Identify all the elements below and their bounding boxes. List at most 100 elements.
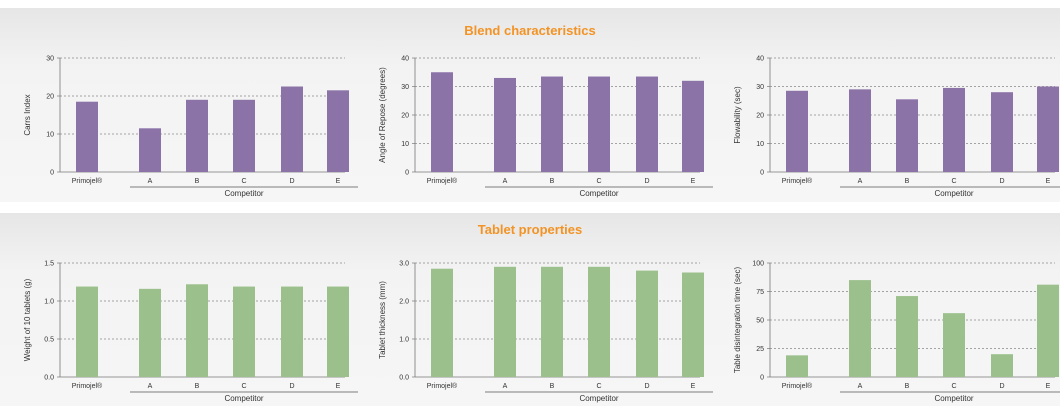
bar bbox=[186, 99, 208, 172]
y-tick-label: 0 bbox=[405, 170, 409, 177]
bar bbox=[943, 313, 965, 377]
y-tick-label: 3.0 bbox=[399, 261, 409, 268]
y-tick-label: 20 bbox=[401, 113, 409, 120]
category-label: B bbox=[550, 383, 555, 390]
bar bbox=[896, 99, 918, 172]
category-label: C bbox=[951, 383, 956, 390]
y-axis-label: Weight of 10 tablets (g) bbox=[23, 278, 32, 361]
y-tick-label: 10 bbox=[46, 132, 54, 139]
category-label: B bbox=[195, 178, 200, 185]
bar bbox=[186, 284, 208, 377]
disintegration-time-chart: 0 25 50 75 100 Primojel® A B C D E Competitor Table … bbox=[733, 261, 1060, 403]
bar bbox=[327, 90, 349, 172]
category-label: B bbox=[195, 383, 200, 390]
category-label: E bbox=[336, 178, 341, 185]
competitor-group-label: Competitor bbox=[579, 394, 618, 403]
bar bbox=[233, 99, 255, 172]
flowability-chart: 0 10 20 30 40 Primojel® A B C D E Competitor Flowabi… bbox=[733, 56, 1060, 198]
category-label: E bbox=[1046, 178, 1051, 185]
tablet-thickness-chart: 0.0 1.0 2.0 3.0 Primojel® A B C D E Competitor Tabl… bbox=[378, 261, 713, 403]
bar bbox=[991, 354, 1013, 377]
bar bbox=[682, 80, 704, 172]
category-label: D bbox=[644, 383, 649, 390]
y-tick-label: 10 bbox=[756, 141, 764, 148]
y-tick-label: 10 bbox=[401, 141, 409, 148]
bar bbox=[849, 89, 871, 172]
category-label: Primojel® bbox=[782, 382, 813, 390]
tablet-properties-title: Tablet properties bbox=[477, 222, 583, 237]
category-label: A bbox=[858, 383, 863, 390]
competitor-group-label: Competitor bbox=[579, 189, 618, 198]
y-tick-label: 40 bbox=[401, 56, 409, 63]
category-label: B bbox=[905, 383, 910, 390]
category-label: E bbox=[691, 178, 696, 185]
y-tick-label: 30 bbox=[401, 84, 409, 91]
y-tick-label: 1.0 bbox=[399, 337, 409, 344]
bar bbox=[431, 268, 453, 377]
competitor-group-label: Competitor bbox=[934, 189, 973, 198]
category-label: D bbox=[999, 178, 1004, 185]
bar bbox=[139, 128, 161, 172]
category-label: D bbox=[999, 383, 1004, 390]
bar bbox=[1037, 284, 1059, 377]
bar bbox=[431, 72, 453, 172]
bar bbox=[233, 286, 255, 377]
bar bbox=[76, 101, 98, 172]
y-tick-label: 40 bbox=[756, 56, 764, 63]
category-label: A bbox=[148, 383, 153, 390]
bar bbox=[786, 355, 808, 377]
bar bbox=[541, 266, 563, 377]
y-tick-label: 0.0 bbox=[44, 375, 54, 382]
competitor-group-label: Competitor bbox=[934, 394, 973, 403]
y-axis-label: Flowability (sec) bbox=[733, 86, 742, 144]
category-label: A bbox=[148, 178, 153, 185]
category-label: E bbox=[1046, 383, 1051, 390]
y-tick-label: 75 bbox=[756, 289, 764, 296]
category-label: B bbox=[905, 178, 910, 185]
bar bbox=[327, 286, 349, 377]
y-tick-label: 30 bbox=[756, 84, 764, 91]
blend-characteristics-title: Blend characteristics bbox=[464, 23, 596, 38]
tablet-weight-chart: 0.0 0.5 1.0 1.5 Primojel® A B C D E Competitor Weig… bbox=[23, 261, 358, 403]
bar bbox=[1037, 86, 1059, 172]
bar bbox=[541, 76, 563, 172]
blend-characteristics-panel: Blend characteristics bbox=[0, 8, 1060, 202]
bar bbox=[991, 92, 1013, 172]
category-label: C bbox=[596, 383, 601, 390]
category-label: C bbox=[241, 383, 246, 390]
bar bbox=[494, 77, 516, 172]
bar bbox=[281, 86, 303, 172]
category-label: Primojel® bbox=[427, 177, 458, 185]
y-tick-label: 0.0 bbox=[399, 375, 409, 382]
bar bbox=[588, 76, 610, 172]
competitor-group-label: Competitor bbox=[224, 189, 263, 198]
category-label: Primojel® bbox=[782, 177, 813, 185]
y-tick-label: 100 bbox=[752, 261, 764, 268]
tablet-properties-panel: Tablet properties bbox=[0, 213, 1060, 406]
y-tick-label: 30 bbox=[46, 56, 54, 63]
category-label: B bbox=[550, 178, 555, 185]
y-tick-label: 0 bbox=[760, 375, 764, 382]
y-tick-label: 50 bbox=[756, 318, 764, 325]
y-tick-label: 0 bbox=[50, 170, 54, 177]
y-tick-label: 25 bbox=[756, 346, 764, 353]
category-label: C bbox=[951, 178, 956, 185]
bar bbox=[588, 266, 610, 377]
y-tick-label: 20 bbox=[46, 94, 54, 101]
bar bbox=[139, 288, 161, 377]
category-label: A bbox=[858, 178, 863, 185]
bar bbox=[786, 90, 808, 172]
y-axis-label: Tablet thickness (mm) bbox=[378, 281, 387, 359]
category-label: C bbox=[596, 178, 601, 185]
category-label: D bbox=[289, 383, 294, 390]
bar bbox=[896, 296, 918, 377]
bar bbox=[636, 76, 658, 172]
carrs-index-chart: 0 10 20 30 Primojel® A B C D E Competitor Carrs Ind… bbox=[23, 56, 358, 198]
category-label: E bbox=[691, 383, 696, 390]
competitor-group-label: Competitor bbox=[224, 394, 263, 403]
category-label: Primojel® bbox=[72, 177, 103, 185]
category-label: A bbox=[503, 178, 508, 185]
y-axis-label: Table disintegration time (sec) bbox=[733, 267, 742, 374]
category-label: E bbox=[336, 383, 341, 390]
angle-of-repose-chart: 0 10 20 30 40 Primojel® A B C D E Competitor Angle o… bbox=[378, 56, 713, 198]
